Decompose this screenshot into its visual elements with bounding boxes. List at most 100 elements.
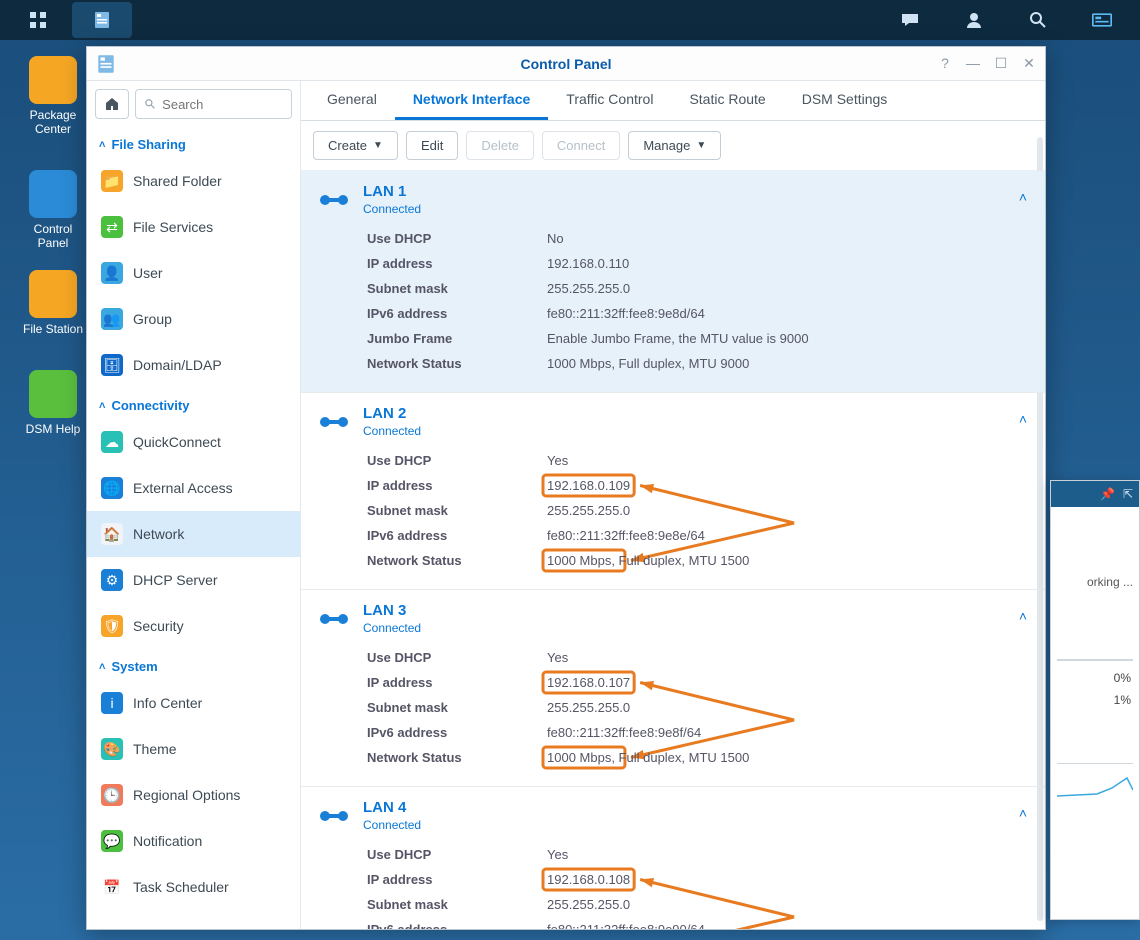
tab-dsm-settings[interactable]: DSM Settings [784,81,906,120]
home-icon [104,96,120,112]
search-icon [1028,10,1048,30]
detail-value: 192.168.0.108 [547,872,630,887]
window-titlebar[interactable]: Control Panel ? — ☐ ✕ [87,47,1045,81]
quickconnect-icon: ☁ [101,431,123,453]
tab-network-interface[interactable]: Network Interface [395,81,548,120]
detail-value: 255.255.255.0 [547,503,630,518]
sidebar-item-group[interactable]: 👥Group [87,296,300,342]
manage-button[interactable]: Manage▼ [628,131,721,160]
sidebar-item-external-access[interactable]: 🌐External Access [87,465,300,511]
interface-lan-4[interactable]: LAN 4Connected˄Use DHCPYesIP address192.… [301,787,1045,929]
tab-static-route[interactable]: Static Route [671,81,783,120]
sidebar-item-user[interactable]: 👤User [87,250,300,296]
interface-lan-2[interactable]: LAN 2Connected˄Use DHCPYesIP address192.… [301,393,1045,590]
widget-header[interactable]: 📌 ⇱ [1051,481,1139,507]
desktop-icon-label: Package Center [18,108,88,136]
collapse-icon[interactable]: ˄ [1019,608,1027,624]
detail-row: IPv6 addressfe80::211:32ff:fee8:9e8e/64 [367,523,1027,548]
detail-row: Subnet mask255.255.255.0 [367,276,1027,301]
detail-value: fe80::211:32ff:fee8:9e8f/64 [547,725,701,740]
sidebar-section-file-sharing[interactable]: ˄File Sharing [87,127,300,158]
home-button[interactable] [95,89,129,119]
detail-row: Use DHCPYes [367,842,1027,867]
sidebar-item-theme[interactable]: 🎨Theme [87,726,300,772]
detail-key: IP address [367,256,547,271]
sidebar-section-system[interactable]: ˄System [87,649,300,680]
interface-name: LAN 4 [363,799,421,816]
detail-key: Use DHCP [367,650,547,665]
sidebar-item-notification[interactable]: 💬Notification [87,818,300,864]
external-access-icon: 🌐 [101,477,123,499]
pin-icon[interactable]: 📌 [1100,487,1115,501]
control-panel-icon [92,10,112,30]
detail-row: IP address192.168.0.107 [367,670,1027,695]
detail-value: 192.168.0.107 [547,675,630,690]
sidebar-item-task-scheduler[interactable]: 📅Task Scheduler [87,864,300,910]
tab-general[interactable]: General [309,81,395,120]
tab-traffic-control[interactable]: Traffic Control [548,81,671,120]
sidebar-item-network[interactable]: 🏠Network [87,511,300,557]
detail-key: IP address [367,872,547,887]
interface-lan-3[interactable]: LAN 3Connected˄Use DHCPYesIP address192.… [301,590,1045,787]
detail-row: IP address192.168.0.109 [367,473,1027,498]
sidebar-item-security[interactable]: 🛡Security [87,603,300,649]
detail-row: IPv6 addressfe80::211:32ff:fee8:9e8f/64 [367,720,1027,745]
sidebar-item-dhcp-server[interactable]: ⚙DHCP Server [87,557,300,603]
manage-button-label: Manage [643,138,690,153]
desktop-icon-dsm-help[interactable]: DSM Help [18,370,88,436]
create-button[interactable]: Create▼ [313,131,398,160]
info-center-icon: i [101,692,123,714]
window-help-button[interactable]: ? [935,53,955,73]
edit-button[interactable]: Edit [406,131,458,160]
sidebar-search[interactable] [135,89,292,119]
taskbar-user-button[interactable] [944,2,1004,38]
sidebar-item-info-center[interactable]: iInfo Center [87,680,300,726]
desktop-icon-package-center[interactable]: Package Center [18,56,88,136]
sidebar-section-connectivity[interactable]: ˄Connectivity [87,388,300,419]
sidebar-item-domain-ldap[interactable]: 🗄Domain/LDAP [87,342,300,388]
taskbar-control-panel-button[interactable] [72,2,132,38]
collapse-icon[interactable]: ˄ [1019,805,1027,821]
toolbar: Create▼ Edit Delete Connect Manage▼ [301,121,1045,171]
search-input[interactable] [162,97,283,112]
detail-row: Network Status1000 Mbps, Full duplex, MT… [367,548,1027,573]
desktop-icon-file-station[interactable]: File Station [18,270,88,336]
sidebar-item-shared-folder[interactable]: 📁Shared Folder [87,158,300,204]
window-maximize-button[interactable]: ☐ [991,53,1011,73]
system-widget-panel[interactable]: 📌 ⇱ orking ... 0% 1% [1050,480,1140,920]
taskbar-search-button[interactable] [1008,2,1068,38]
regional-options-icon: 🕒 [101,784,123,806]
detail-row: Network Status1000 Mbps, Full duplex, MT… [367,351,1027,376]
detail-value: Yes [547,847,568,862]
detail-row: Use DHCPYes [367,645,1027,670]
sidebar: ˄File Sharing📁Shared Folder⇄File Service… [87,81,301,929]
detail-key: IPv6 address [367,528,547,543]
group-icon: 👥 [101,308,123,330]
detail-key: Jumbo Frame [367,331,547,346]
collapse-icon[interactable]: ˄ [1019,411,1027,427]
taskbar-widgets-button[interactable] [1072,2,1132,38]
network-icon: 🏠 [101,523,123,545]
security-icon: 🛡 [101,615,123,637]
sidebar-item-regional-options[interactable]: 🕒Regional Options [87,772,300,818]
detail-key: IPv6 address [367,922,547,929]
taskbar-apps-button[interactable] [8,2,68,38]
sidebar-section-title: System [111,659,157,674]
window-close-button[interactable]: ✕ [1019,53,1039,73]
sidebar-item-file-services[interactable]: ⇄File Services [87,204,300,250]
desktop-icon-control-panel[interactable]: Control Panel [18,170,88,250]
lan-icon [319,192,349,208]
detail-value: 192.168.0.109 [547,478,630,493]
detail-key: IP address [367,478,547,493]
taskbar-chat-button[interactable] [880,2,940,38]
window-minimize-button[interactable]: — [963,53,983,73]
interface-list[interactable]: LAN 1Connected˄Use DHCPNoIP address192.1… [301,171,1045,929]
expand-icon[interactable]: ⇱ [1123,487,1133,501]
chevron-up-icon: ˄ [99,400,105,412]
sidebar-item-label: DHCP Server [133,572,218,588]
sidebar-item-label: Theme [133,741,177,757]
sidebar-item-quickconnect[interactable]: ☁QuickConnect [87,419,300,465]
collapse-icon[interactable]: ˄ [1019,189,1027,205]
interface-lan-1[interactable]: LAN 1Connected˄Use DHCPNoIP address192.1… [301,171,1045,393]
interface-name: LAN 3 [363,602,421,619]
